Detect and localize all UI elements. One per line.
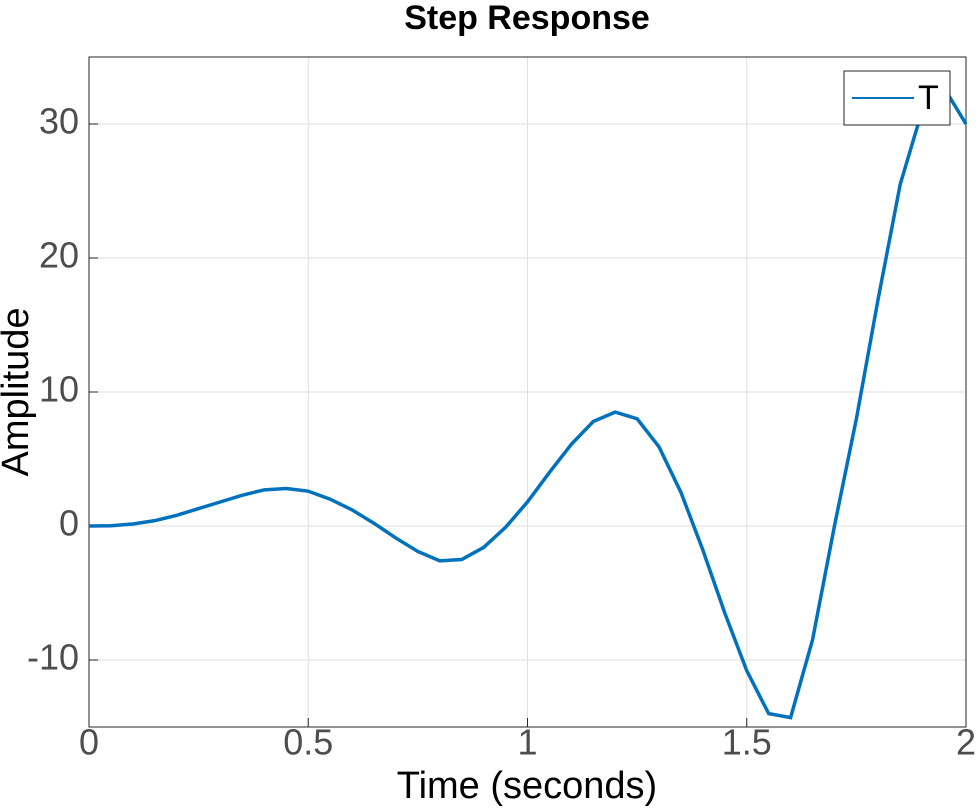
y-tick-label: 10	[39, 369, 79, 410]
chart-title: Step Response	[404, 0, 650, 37]
y-axis-label: Amplitude	[0, 308, 37, 477]
x-tick-label: 0	[79, 722, 99, 763]
x-tick-label: 1.5	[722, 722, 772, 763]
plot-frame	[88, 56, 967, 728]
x-tick-label: 1	[517, 722, 537, 763]
line-series	[88, 84, 968, 720]
y-tick-label: -10	[27, 637, 79, 678]
y-tick-label: 20	[39, 235, 79, 276]
legend-label: T	[918, 79, 939, 117]
x-tick-label: 0.5	[283, 722, 333, 763]
y-tick-label: 30	[39, 101, 79, 142]
x-tick-label: 2	[956, 722, 976, 763]
y-tick-label: 0	[59, 503, 79, 544]
x-axis-label: Time (seconds)	[397, 765, 657, 807]
